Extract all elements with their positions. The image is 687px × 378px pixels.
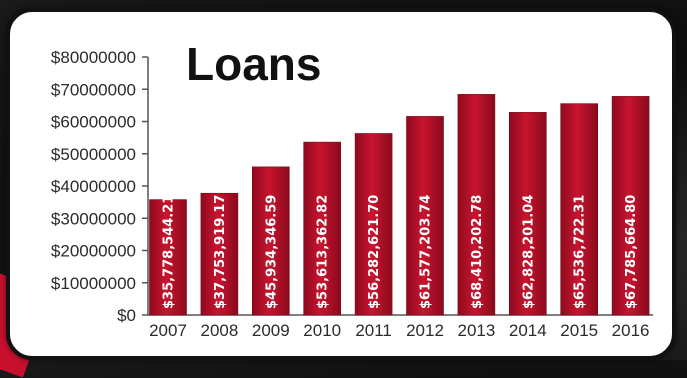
x-tick-labels: 2007 2008 2009 2010 2011 2012 2013 2014 2015 2016 [149,321,649,340]
y-tick-label: $50000000 [51,145,136,164]
bar-data-label: $35,778,544.21 [162,195,177,309]
x-tick-label: 2014 [509,321,547,340]
x-tick-label: 2011 [355,321,392,340]
y-tick-label: $80000000 [51,48,136,67]
y-tick-label: $70000000 [51,80,136,99]
bar [611,96,650,316]
bar [560,103,599,316]
bar [354,133,393,316]
x-tick-label: 2015 [560,321,598,340]
bars-group: $35,778,544.21 $37,753,919.17 $45,934,346.… [149,94,650,316]
axes-group: $0 $10000000 $20000000 $30000000 $40000000 $5… [51,48,654,325]
chart-title: Loans [186,38,321,90]
bar-data-label: $67,785,664.80 [624,195,639,309]
x-tick-label: 2007 [149,321,187,340]
y-tick-label: $0 [117,306,136,325]
x-tick-label: 2013 [457,321,495,340]
bar [457,94,496,316]
bar [508,112,547,316]
bar-data-label: $62,828,201.04 [521,195,536,309]
bar-data-label: $61,577,203.74 [419,195,434,309]
y-tick-label: $40000000 [51,177,136,196]
y-tick-label: $30000000 [51,209,136,228]
bar [200,192,239,316]
x-tick-label: 2009 [252,321,290,340]
bar [149,199,187,316]
y-tick-label: $20000000 [51,242,136,261]
bar-data-label: $53,613,362.82 [316,195,331,309]
loans-bar-chart: Loans $0 $10000000 $20000000 $30000000 $4000… [51,38,654,340]
bar [252,166,290,316]
bar-data-label: $65,536,722.31 [573,195,588,309]
bar-data-label: $45,934,346.59 [264,195,279,309]
bar-data-label: $68,410,202.78 [470,195,485,309]
y-tick-label: $60000000 [51,113,136,132]
bar [406,116,444,316]
bar-data-label: $37,753,919.17 [213,195,228,309]
x-tick-label: 2008 [200,321,238,340]
x-tick-label: 2012 [406,321,444,340]
x-tick-label: 2010 [303,321,341,340]
y-tick-label: $10000000 [51,274,136,293]
bar-data-label: $56,282,621.70 [367,195,382,309]
x-tick-label: 2016 [612,321,650,340]
bar [303,141,342,316]
